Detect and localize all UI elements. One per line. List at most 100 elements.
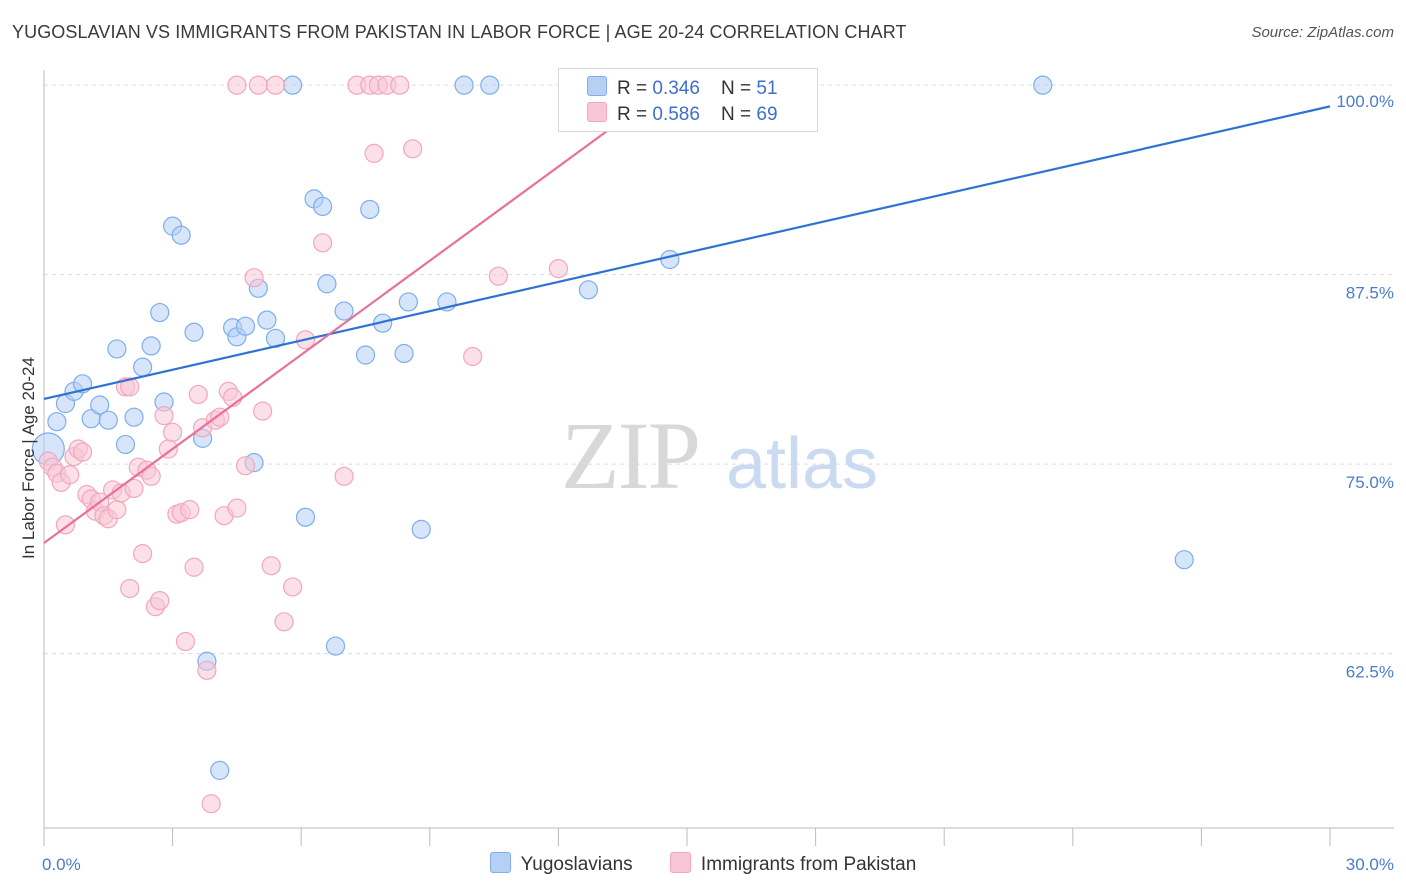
yugoslavians-point (317, 274, 337, 294)
pakistan-point (244, 268, 264, 288)
pakistan-point (197, 660, 217, 680)
pakistan-trend-line (43, 87, 667, 544)
legend-swatch-pakistan (669, 852, 691, 873)
yugoslavians-point (257, 310, 277, 330)
yugoslavians-point (150, 302, 170, 323)
stats-legend: R = 0.346 N = 51 R = 0.586 N = 69 (558, 68, 818, 132)
yugoslavians-point (1174, 550, 1194, 570)
tick-labels: 0.0% 30.0% 62.5% 75.0% 87.5% 100.0% (42, 92, 1394, 874)
yugoslavians-point (313, 196, 333, 217)
pakistan-point (235, 456, 256, 476)
legend-label-yugoslavians: Yugoslavians (520, 854, 633, 875)
yugoslavians-point (210, 760, 230, 780)
pakistan-point (253, 401, 273, 421)
stats-row-pakistan: R = 0.586 N = 69 (587, 102, 778, 126)
pakistan-point (120, 377, 140, 397)
yugoslavians-point (283, 75, 303, 95)
yugoslavians-point (98, 410, 118, 430)
stats-n-label: N = (721, 104, 757, 125)
pakistan-point (180, 500, 200, 520)
yugoslavians-point (660, 249, 680, 270)
yugoslavians-trend-line (43, 105, 1331, 401)
yugoslavians-point (124, 407, 144, 427)
pakistan-point (120, 578, 140, 599)
stats-r-label: R = (617, 104, 653, 125)
pakistan-point (334, 466, 354, 486)
pakistan-point (184, 557, 204, 577)
pakistan-point (124, 478, 144, 499)
yugoslavians-point (398, 292, 418, 312)
chart-title: YUGOSLAVIAN VS IMMIGRANTS FROM PAKISTAN … (12, 22, 907, 42)
yugoslavians-point (90, 395, 110, 415)
pakistan-point (403, 139, 423, 159)
pakistan-point (107, 500, 127, 520)
yugoslavians-point (325, 636, 346, 656)
yugoslavians-point (360, 199, 380, 220)
pakistan-point (364, 143, 384, 163)
legend-item-pakistan: Immigrants from Pakistan (669, 852, 917, 876)
yugoslavians-point (355, 345, 376, 365)
source-label: Source: ZipAtlas.com (1251, 24, 1394, 41)
yugoslavians-point (394, 343, 414, 364)
pakistan-point (72, 442, 93, 462)
grid-lines (44, 84, 1394, 655)
y-tick-label-3: 100.0% (1336, 92, 1394, 111)
watermark-atlas: atlas (726, 424, 878, 504)
pakistan-point (132, 544, 153, 564)
pakistan-point (261, 556, 281, 576)
pakistan-point (163, 422, 183, 442)
yugoslavians-point (184, 322, 204, 342)
stats-r-value: 0.346 (652, 78, 700, 99)
stats-row-yugoslavians: R = 0.346 N = 51 (587, 76, 778, 100)
pakistan-point (227, 498, 247, 518)
yugoslavians-point (295, 507, 316, 527)
stats-n-value: 69 (756, 104, 778, 125)
yugoslavians-point (1033, 75, 1053, 95)
yugoslavians-point (480, 75, 500, 95)
yugoslavians-point (578, 280, 599, 300)
yugoslavians-point (115, 434, 136, 455)
watermark-zip: ZIP (561, 402, 699, 509)
stats-n-label: N = (721, 78, 757, 99)
stats-n-value: 51 (756, 78, 778, 99)
pakistan-point (175, 631, 196, 652)
pakistan-point (188, 384, 208, 405)
pakistan-point (283, 577, 303, 597)
watermark: ZIP atlas (561, 402, 878, 509)
trend-lines (43, 87, 1331, 544)
pakistan-point (548, 258, 569, 279)
yugoslavians-point (171, 225, 191, 245)
y-axis-label: In Labor Force | Age 20-24 (19, 357, 38, 559)
legend-label-pakistan: Immigrants from Pakistan (700, 854, 917, 875)
stats-swatch-pakistan (587, 102, 607, 122)
pakistan-point (274, 612, 294, 632)
yugoslavians-point (107, 339, 127, 359)
yugoslavians-point (132, 357, 153, 377)
legend-swatch-yugoslavians (489, 852, 511, 873)
yugoslavians-point (334, 301, 354, 321)
pakistan-point (150, 590, 170, 611)
yugoslavians-point (47, 412, 67, 432)
yugoslavians-point (454, 75, 474, 95)
pakistan-point (265, 75, 286, 95)
pakistan-point (210, 407, 230, 427)
stats-r-value: 0.586 (652, 104, 700, 125)
pakistan-point (463, 346, 483, 367)
pakistan-point (313, 233, 333, 253)
yugoslavians-point (411, 519, 431, 539)
pakistan-point (154, 406, 174, 426)
yugoslavians-point (141, 336, 161, 356)
pakistan-point (227, 75, 247, 95)
series-legend: Yugoslavians Immigrants from Pakistan (0, 852, 1406, 876)
pakistan-point (60, 465, 80, 485)
pakistan-point (248, 75, 268, 95)
y-tick-label-2: 87.5% (1346, 284, 1394, 303)
stats-swatch-yugoslavians (587, 76, 607, 96)
y-tick-label-0: 62.5% (1346, 663, 1394, 682)
pakistan-point (488, 266, 508, 286)
x-tick-label-1: 30.0% (1346, 855, 1394, 874)
pakistan-point (141, 466, 161, 486)
pakistan-point (201, 794, 221, 814)
y-tick-label-1: 75.0% (1346, 473, 1394, 492)
